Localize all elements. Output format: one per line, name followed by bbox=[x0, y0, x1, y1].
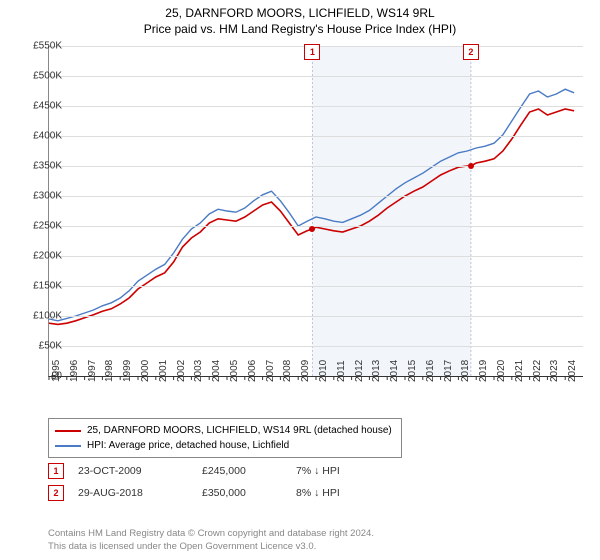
legend-box: 25, DARNFORD MOORS, LICHFIELD, WS14 9RL … bbox=[48, 418, 402, 458]
gridline bbox=[49, 106, 583, 107]
gridline bbox=[49, 136, 583, 137]
x-axis-label: 2001 bbox=[158, 360, 169, 382]
y-axis-label: £300K bbox=[16, 191, 62, 202]
x-axis-label: 2003 bbox=[193, 360, 204, 382]
chart-svg bbox=[49, 46, 583, 376]
sales-table: 1 23-OCT-2009 £245,000 7% ↓ HPI 2 29-AUG-2018… bbox=[48, 460, 396, 504]
x-axis-label: 2019 bbox=[478, 360, 489, 382]
x-axis-label: 2018 bbox=[460, 360, 471, 382]
gridline bbox=[49, 226, 583, 227]
gridline bbox=[49, 346, 583, 347]
x-axis-label: 2024 bbox=[567, 360, 578, 382]
sale-row-price: £350,000 bbox=[202, 487, 282, 499]
x-axis-label: 2013 bbox=[371, 360, 382, 382]
sale-marker-box: 2 bbox=[463, 44, 479, 60]
sale-row-pct: 8% ↓ HPI bbox=[296, 487, 396, 499]
gridline bbox=[49, 76, 583, 77]
x-axis-label: 2005 bbox=[229, 360, 240, 382]
x-axis-label: 1999 bbox=[122, 360, 133, 382]
footer-line-2: This data is licensed under the Open Gov… bbox=[48, 541, 374, 554]
x-axis-label: 2012 bbox=[354, 360, 365, 382]
gridline bbox=[49, 166, 583, 167]
x-axis-label: 2006 bbox=[247, 360, 258, 382]
chart-subtitle: Price paid vs. HM Land Registry's House … bbox=[0, 20, 600, 36]
x-axis-label: 2015 bbox=[407, 360, 418, 382]
chart-title: 25, DARNFORD MOORS, LICHFIELD, WS14 9RL bbox=[0, 0, 600, 20]
sale-row: 1 23-OCT-2009 £245,000 7% ↓ HPI bbox=[48, 460, 396, 482]
sale-row-pct: 7% ↓ HPI bbox=[296, 465, 396, 477]
gridline bbox=[49, 316, 583, 317]
sale-row-marker: 1 bbox=[48, 463, 64, 479]
x-axis-label: 2007 bbox=[265, 360, 276, 382]
gridline bbox=[49, 256, 583, 257]
sale-row-date: 29-AUG-2018 bbox=[78, 487, 188, 499]
legend-swatch bbox=[55, 445, 81, 447]
sale-marker-box: 1 bbox=[304, 44, 320, 60]
y-axis-label: £550K bbox=[16, 41, 62, 52]
x-axis-label: 1996 bbox=[69, 360, 80, 382]
x-axis-label: 2004 bbox=[211, 360, 222, 382]
legend-label: HPI: Average price, detached house, Lich… bbox=[87, 438, 289, 453]
legend-item: 25, DARNFORD MOORS, LICHFIELD, WS14 9RL … bbox=[55, 423, 395, 438]
y-axis-label: £150K bbox=[16, 281, 62, 292]
y-axis-label: £400K bbox=[16, 131, 62, 142]
y-axis-label: £350K bbox=[16, 161, 62, 172]
footer-line-1: Contains HM Land Registry data © Crown c… bbox=[48, 528, 374, 541]
x-axis-label: 1995 bbox=[51, 360, 62, 382]
sale-row-marker: 2 bbox=[48, 485, 64, 501]
x-axis-label: 1997 bbox=[87, 360, 98, 382]
legend-item: HPI: Average price, detached house, Lich… bbox=[55, 438, 395, 453]
x-axis-label: 2010 bbox=[318, 360, 329, 382]
legend-label: 25, DARNFORD MOORS, LICHFIELD, WS14 9RL … bbox=[87, 423, 392, 438]
gridline bbox=[49, 286, 583, 287]
x-axis-label: 2023 bbox=[549, 360, 560, 382]
x-axis-label: 2022 bbox=[532, 360, 543, 382]
footer-attribution: Contains HM Land Registry data © Crown c… bbox=[48, 528, 374, 554]
y-axis-label: £500K bbox=[16, 71, 62, 82]
x-axis-label: 2008 bbox=[282, 360, 293, 382]
chart-plot-area: 12 bbox=[48, 46, 583, 377]
y-axis-label: £250K bbox=[16, 221, 62, 232]
x-axis-label: 2021 bbox=[514, 360, 525, 382]
sale-row-price: £245,000 bbox=[202, 465, 282, 477]
y-axis-label: £100K bbox=[16, 311, 62, 322]
sale-row: 2 29-AUG-2018 £350,000 8% ↓ HPI bbox=[48, 482, 396, 504]
x-axis-label: 1998 bbox=[104, 360, 115, 382]
y-axis-label: £450K bbox=[16, 101, 62, 112]
x-axis-label: 2002 bbox=[176, 360, 187, 382]
sale-point-dot bbox=[468, 163, 474, 169]
y-axis-label: £200K bbox=[16, 251, 62, 262]
x-axis-label: 2011 bbox=[336, 360, 347, 382]
sale-row-date: 23-OCT-2009 bbox=[78, 465, 188, 477]
x-axis-label: 2009 bbox=[300, 360, 311, 382]
gridline bbox=[49, 196, 583, 197]
x-axis-label: 2017 bbox=[443, 360, 454, 382]
x-axis-label: 2016 bbox=[425, 360, 436, 382]
x-axis-label: 2000 bbox=[140, 360, 151, 382]
y-axis-label: £50K bbox=[16, 341, 62, 352]
x-axis-label: 2020 bbox=[496, 360, 507, 382]
sale-point-dot bbox=[309, 226, 315, 232]
x-axis-label: 2014 bbox=[389, 360, 400, 382]
legend-swatch bbox=[55, 430, 81, 432]
